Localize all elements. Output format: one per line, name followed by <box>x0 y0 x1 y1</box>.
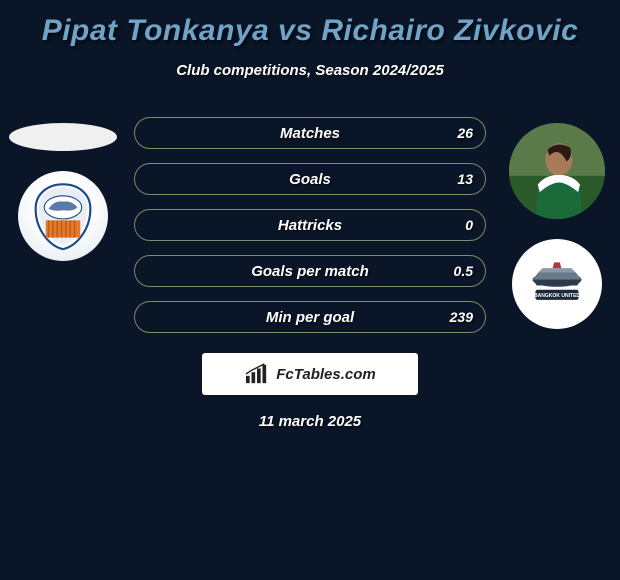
left-column <box>0 117 120 261</box>
stat-value-right: 26 <box>457 125 473 141</box>
stat-value-right: 0.5 <box>454 263 473 279</box>
stat-label: Goals per match <box>251 263 369 280</box>
stat-label: Matches <box>280 125 340 142</box>
comparison-card: Pipat Tonkanya vs Richairo Zivkovic Club… <box>0 0 620 430</box>
bar-chart-icon <box>244 363 270 385</box>
page-title: Pipat Tonkanya vs Richairo Zivkovic <box>42 14 579 48</box>
right-player-photo-icon <box>509 123 605 219</box>
brand-box[interactable]: FcTables.com <box>202 353 418 395</box>
stat-value-right: 13 <box>457 171 473 187</box>
stat-row: Goals per match 0.5 <box>134 255 486 287</box>
body-row: Matches 26 Goals 13 Hattricks 0 Goals per matc… <box>0 117 620 333</box>
stat-label: Hattricks <box>278 217 342 234</box>
stat-value-right: 0 <box>465 217 473 233</box>
stat-row: Min per goal 239 <box>134 301 486 333</box>
svg-text:BANGKOK UNITED: BANGKOK UNITED <box>534 293 580 299</box>
stat-label: Goals <box>289 171 331 188</box>
stat-row: Matches 26 <box>134 117 486 149</box>
subtitle: Club competitions, Season 2024/2025 <box>176 62 444 79</box>
stat-row: Hattricks 0 <box>134 209 486 241</box>
stat-row: Goals 13 <box>134 163 486 195</box>
date-label: 11 march 2025 <box>259 413 361 430</box>
stat-value-right: 239 <box>450 309 473 325</box>
blank-avatar-icon <box>9 123 117 151</box>
brand-label: FcTables.com <box>276 366 375 383</box>
stat-label: Min per goal <box>266 309 354 326</box>
right-club-badge-icon: BANGKOK UNITED <box>512 239 602 329</box>
left-club-badge-icon <box>18 171 108 261</box>
stats-column: Matches 26 Goals 13 Hattricks 0 Goals per matc… <box>120 117 500 333</box>
right-column: BANGKOK UNITED <box>500 117 620 329</box>
